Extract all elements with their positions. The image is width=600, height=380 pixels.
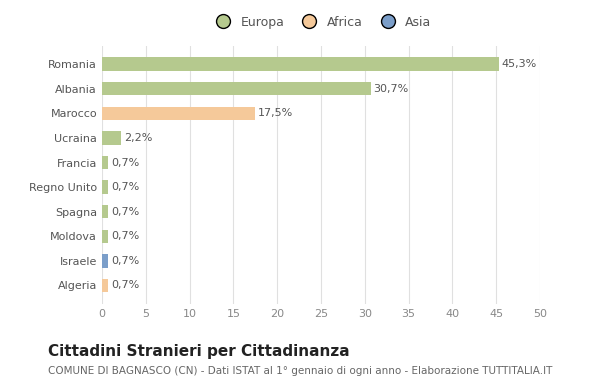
Bar <box>102 106 256 120</box>
Text: 0,7%: 0,7% <box>111 182 139 192</box>
Text: COMUNE DI BAGNASCO (CN) - Dati ISTAT al 1° gennaio di ogni anno - Elaborazione T: COMUNE DI BAGNASCO (CN) - Dati ISTAT al … <box>48 366 553 375</box>
Bar <box>102 254 108 268</box>
Bar <box>102 82 371 95</box>
Bar <box>102 205 108 218</box>
Bar <box>102 180 108 194</box>
Bar <box>102 156 108 169</box>
Text: Cittadini Stranieri per Cittadinanza: Cittadini Stranieri per Cittadinanza <box>48 344 350 359</box>
Text: 0,7%: 0,7% <box>111 256 139 266</box>
Bar <box>102 131 121 145</box>
Text: 0,7%: 0,7% <box>111 231 139 241</box>
Text: 30,7%: 30,7% <box>374 84 409 94</box>
Text: 0,7%: 0,7% <box>111 207 139 217</box>
Text: 45,3%: 45,3% <box>502 59 537 69</box>
Bar <box>102 230 108 243</box>
Legend: Europa, Africa, Asia: Europa, Africa, Asia <box>205 11 437 33</box>
Text: 0,7%: 0,7% <box>111 157 139 168</box>
Text: 0,7%: 0,7% <box>111 280 139 290</box>
Text: 2,2%: 2,2% <box>124 133 152 143</box>
Bar <box>102 279 108 292</box>
Text: 17,5%: 17,5% <box>258 108 293 118</box>
Bar <box>102 57 499 71</box>
